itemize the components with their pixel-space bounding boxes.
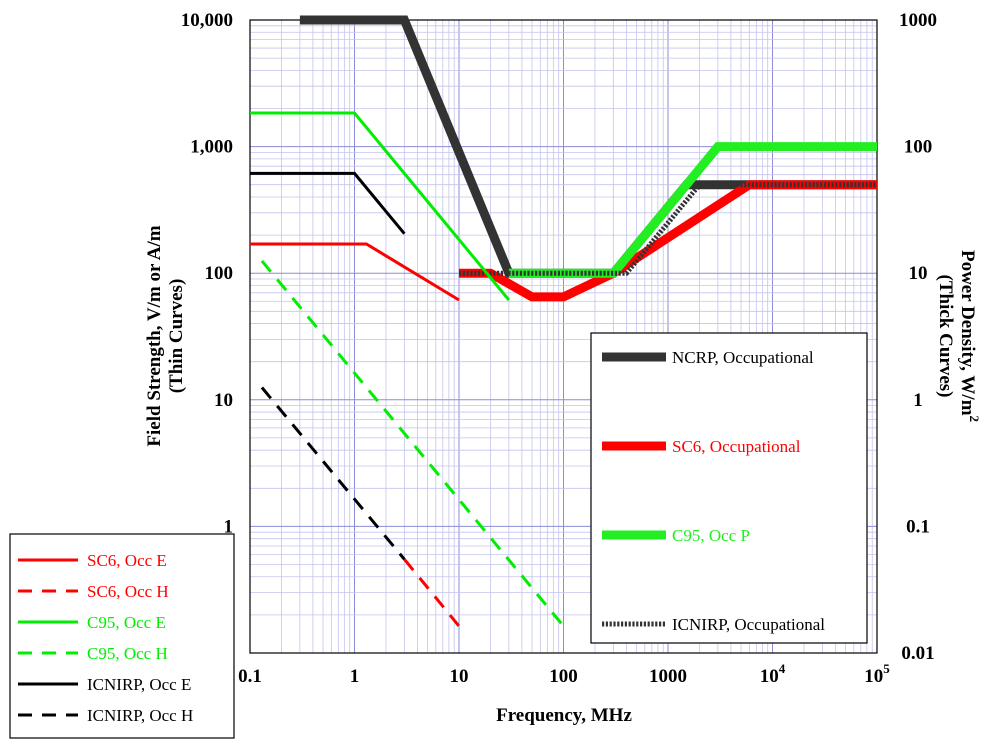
y-axis-right-ticks: 0.01 0.1 1 10 100 1000 [899,10,937,664]
series-c95-occ-e [250,111,511,301]
legend-label: ICNIRP, Occ E [87,675,191,694]
legend-label: C95, Occ H [87,644,168,663]
x-tick-label: 1000 [649,666,687,687]
y-left-tick-label: 1,000 [190,137,233,158]
legend-label: NCRP, Occupational [672,348,814,367]
series-layer [250,15,877,628]
x-tick-text: 10 [450,666,469,687]
y-right-tick-label: 0.01 [901,643,934,664]
legend-label: C95, Occ P [672,526,750,545]
series-icnirp-occupational [459,182,877,276]
series-c95-occ-p [508,142,877,278]
legend-label: C95, Occ E [87,613,166,632]
y-right-tick-label: 0.1 [906,516,930,537]
legend-thick-curves: NCRP, Occupational SC6, Occupational C95, … [590,332,868,644]
x-tick-label: 105 [864,661,890,687]
x-tick-text: 10 [864,666,883,687]
legend-label: SC6, Occ E [87,551,167,570]
y-axis-right-title: Power Density, W/m2 (Thick Curves) [935,250,982,422]
x-tick-label: 0.1 [238,666,262,687]
x-tick-label: 10 [450,666,469,687]
legend-thin-box [9,533,235,739]
legend-entry-c95-occ-h: C95, Occ H [18,644,168,663]
y-left-tick-label: 100 [205,263,234,284]
x-tick-text: 1000 [649,666,687,687]
x-tick-text: 0.1 [238,666,262,687]
y-right-tick-label: 100 [904,137,933,158]
plot-frame [249,19,878,654]
legend-entry-c95-occ-e: C95, Occ E [18,613,166,632]
legend-label: ICNIRP, Occupational [672,615,825,634]
legend-entry-sc6-occ-e: SC6, Occ E [18,551,167,570]
legend-entry-icnirp-occ-h: ICNIRP, Occ H [18,706,193,725]
y-axis-left-label: Field Strength, V/m or A/m [144,225,165,446]
series-c95-occ-h [260,259,565,628]
y-right-tick-label: 1 [913,390,923,411]
series-icnirp-occ-e [250,171,406,235]
x-tick-label: 104 [760,661,786,687]
x-tick-label: 1 [350,666,360,687]
y-axis-left-title: Field Strength, V/m or A/m (Thin Curves) [144,225,187,446]
legend-entry-ncrp-occupational: NCRP, Occupational [602,348,814,367]
legend-entry-icnirp-occupational: ICNIRP, Occupational [602,615,825,634]
legend-label: SC6, Occupational [672,437,801,456]
x-tick-sup: 4 [779,661,786,676]
x-tick-text: 10 [760,666,779,687]
x-tick-label: 100 [549,666,578,687]
y-left-tick-label: 1 [224,516,234,537]
y-axis-right-label-text: Power Density, W/m [957,250,978,416]
x-axis-ticks: 0.1 1 10 100 1000 104 105 [238,661,890,687]
x-tick-sup: 5 [883,661,890,676]
series-sc6-occ-e [250,242,460,302]
y-axis-right-sublabel: (Thick Curves) [935,275,956,398]
legend-thin-curves: SC6, Occ E SC6, Occ H C95, Occ E C95, Occ H… [9,533,235,739]
y-axis-left-sublabel: (Thin Curves) [166,279,187,394]
legend-label: ICNIRP, Occ H [87,706,193,725]
y-right-tick-label: 1000 [899,10,937,31]
y-right-tick-label: 10 [909,263,928,284]
legend-thick-box [590,332,868,644]
series-icnirp-occ-h [260,386,406,561]
y-axis-right-label: Power Density, W/m2 [957,250,982,422]
legend-entry-c95-occ-p: C95, Occ P [602,526,750,545]
y-left-tick-label: 10 [214,390,233,411]
y-axis-right-label-sup: 2 [967,416,982,423]
y-left-tick-label: 10,000 [181,10,233,31]
x-axis-title: Frequency, MHz [496,705,632,726]
x-tick-text: 1 [350,666,360,687]
legend-entry-sc6-occupational: SC6, Occupational [602,437,801,456]
legend-entry-icnirp-occ-e: ICNIRP, Occ E [18,675,191,694]
x-tick-text: 100 [549,666,578,687]
y-axis-left-ticks: 1 10 100 1,000 10,000 [181,10,233,537]
legend-entry-sc6-occ-h: SC6, Occ H [18,582,169,601]
legend-label: SC6, Occ H [87,582,169,601]
